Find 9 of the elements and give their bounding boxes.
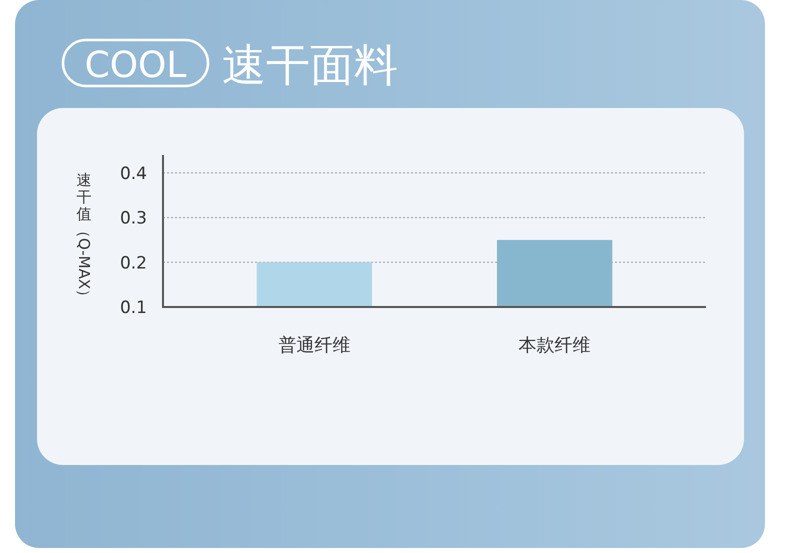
x-tick-label: 普通纤维 [278,335,350,356]
x-tick-label: 本款纤维 [518,335,591,356]
y-tick-label: 0.4 [120,164,147,184]
y-tick-label: 0.3 [120,208,147,229]
text: COOL [84,45,186,86]
y-axis-title: 速干值（Q-MAX） [75,171,93,304]
y-tick-label: 0.2 [120,253,147,274]
chart-title: 速干面料 [222,40,398,91]
y-tick-label: 0.1 [120,298,147,318]
